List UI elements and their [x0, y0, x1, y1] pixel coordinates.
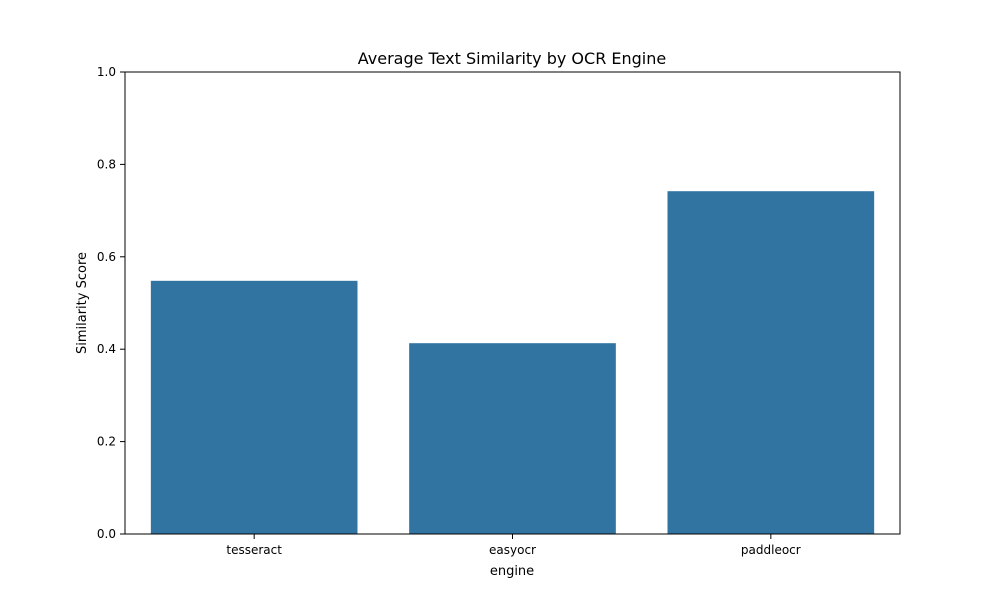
- bar-tesseract: [150, 280, 358, 534]
- y-tick-label: 0.8: [97, 157, 116, 171]
- x-tick-label: easyocr: [489, 543, 536, 557]
- y-axis-label: Similarity Score: [75, 252, 90, 354]
- x-axis-label: engine: [490, 564, 534, 579]
- y-tick-label: 0.0: [97, 527, 116, 541]
- x-axis-ticks: tesseract easyocr paddleocr: [226, 534, 801, 557]
- y-tick-label: 0.4: [97, 342, 116, 356]
- bar-easyocr: [409, 343, 616, 534]
- y-tick-label: 0.6: [97, 250, 116, 264]
- y-tick-label: 0.2: [97, 435, 116, 449]
- x-tick-label: paddleocr: [741, 543, 801, 557]
- chart-title: Average Text Similarity by OCR Engine: [358, 49, 666, 68]
- y-tick-label: 1.0: [97, 65, 116, 79]
- bar-paddleocr: [667, 191, 875, 534]
- y-axis-ticks: 0.0 0.2 0.4 0.6 0.8 1.0: [97, 65, 125, 541]
- x-tick-label: tesseract: [226, 543, 282, 557]
- bars-layer: [150, 191, 875, 534]
- plot-frame: [124, 71, 901, 535]
